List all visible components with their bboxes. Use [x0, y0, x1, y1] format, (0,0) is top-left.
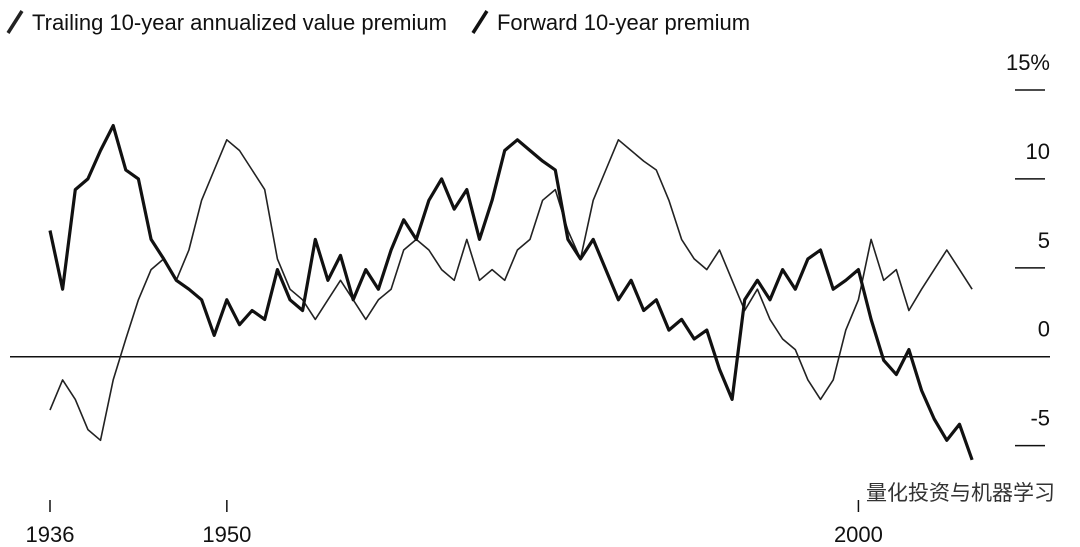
y-tick-label: 0 — [1038, 317, 1050, 342]
x-tick-label: 1950 — [202, 522, 251, 547]
y-tick-label: 15% — [1006, 50, 1050, 75]
y-tick-label: -5 — [1030, 406, 1050, 431]
legend-label: Forward 10-year premium — [497, 10, 750, 35]
legend-icon — [6, 10, 24, 34]
legend-icon — [471, 10, 489, 34]
x-tick-label: 2000 — [834, 522, 883, 547]
x-tick-label: 1936 — [26, 522, 75, 547]
legend-label: Trailing 10-year annualized value premiu… — [32, 10, 447, 35]
series-line — [48, 124, 974, 461]
y-tick-label: 10 — [1026, 139, 1050, 164]
series-line — [49, 139, 973, 442]
watermark: 量化投资与机器学习 — [866, 482, 1055, 505]
y-tick-label: 5 — [1038, 228, 1050, 253]
